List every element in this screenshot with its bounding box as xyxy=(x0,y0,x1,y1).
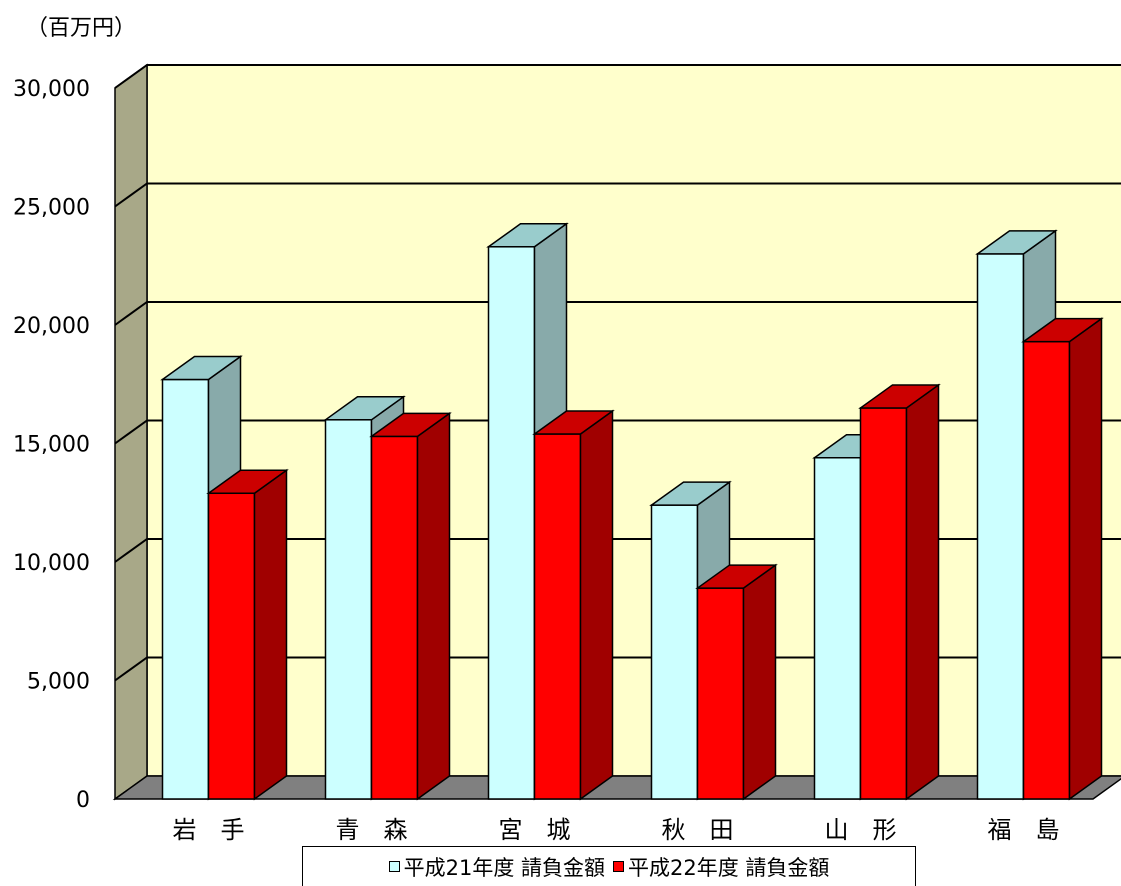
bar-side-2-4 xyxy=(742,563,777,801)
bar-top-2-4 xyxy=(695,564,778,589)
gridline-1 xyxy=(114,656,1121,682)
legend: 平成21年度 請負金額 平成22年度 請負金額 xyxy=(302,846,916,886)
gridline-4 xyxy=(114,301,1121,326)
y-tick-label-1: 5,000 xyxy=(27,670,90,695)
bar-side-2-2 xyxy=(416,411,451,801)
legend-swatch-series-1 xyxy=(388,861,400,872)
legend-label-series-1: 平成21年度 請負金額 xyxy=(403,855,605,880)
y-tick-label-4: 20,000 xyxy=(13,314,90,339)
bar-2-3 xyxy=(532,409,615,801)
bar-top-1-1 xyxy=(160,355,243,381)
legend-item-series-1: 平成21年度 請負金額 xyxy=(388,852,605,882)
bar-front-2-5 xyxy=(859,407,908,800)
bar-top-2-1 xyxy=(206,469,289,495)
bar-side-2-5 xyxy=(905,383,940,801)
bar-front-1-4 xyxy=(650,504,699,800)
bar-front-1-1 xyxy=(161,378,210,800)
bar-2-1 xyxy=(206,468,289,801)
bar-front-2-1 xyxy=(207,492,256,800)
bar-front-1-3 xyxy=(487,246,536,800)
gridline-3 xyxy=(114,419,1121,445)
bar-top-1-6 xyxy=(975,230,1058,255)
bar-front-1-2 xyxy=(324,419,373,800)
legend-item-series-2: 平成22年度 請負金額 xyxy=(613,852,829,882)
bar-2-2 xyxy=(369,411,452,801)
bar-2-6 xyxy=(1021,317,1104,801)
bar-top-2-3 xyxy=(532,410,615,435)
y-tick-label-6: 30,000 xyxy=(13,77,90,102)
x-tick-label-4: 秋 田 xyxy=(662,816,734,844)
bar-front-2-3 xyxy=(533,433,582,800)
bar-front-1-5 xyxy=(813,456,862,800)
bar-chart: 0 5,000 10,000 15,000 20,000 25,000 30,000 岩 手… xyxy=(13,63,1121,844)
bar-side-2-6 xyxy=(1068,317,1103,801)
bar-top-2-5 xyxy=(858,384,941,409)
bar-2-5 xyxy=(858,383,941,801)
x-tick-label-2: 青 森 xyxy=(336,816,408,844)
bars xyxy=(160,222,1104,801)
bar-front-1-6 xyxy=(976,253,1025,800)
bar-top-1-4 xyxy=(649,481,732,506)
bar-side-2-1 xyxy=(253,468,288,801)
x-tick-label-1: 岩 手 xyxy=(173,816,245,844)
bar-2-4 xyxy=(695,563,778,801)
bar-front-2-6 xyxy=(1022,340,1071,800)
y-tick-label-0: 0 xyxy=(76,788,90,813)
gridline-6 xyxy=(114,64,1121,89)
y-tick-label-2: 10,000 xyxy=(13,551,90,576)
gridline-5 xyxy=(114,182,1121,208)
bar-top-1-2 xyxy=(323,396,406,421)
x-tick-labels: 岩 手青 森宮 城秋 田山 形福 島 xyxy=(173,816,1060,844)
x-tick-label-5: 山 形 xyxy=(825,816,897,844)
x-tick-label-3: 宮 城 xyxy=(499,816,571,844)
unit-label: （百万円） xyxy=(26,16,137,41)
bar-top-1-3 xyxy=(486,223,569,248)
gridline-2 xyxy=(114,538,1121,563)
y-tick-labels: 0 5,000 10,000 15,000 20,000 25,000 30,000 xyxy=(13,77,90,813)
bar-top-2-2 xyxy=(369,412,452,438)
bar-front-2-2 xyxy=(370,435,419,800)
x-tick-label-6: 福 島 xyxy=(988,816,1060,844)
bar-top-2-6 xyxy=(1021,317,1104,343)
gridlines xyxy=(114,64,1121,682)
y-tick-label-5: 25,000 xyxy=(13,196,90,221)
bar-side-2-3 xyxy=(579,409,614,801)
legend-label-series-2: 平成22年度 請負金額 xyxy=(628,855,830,880)
y-tick-label-3: 15,000 xyxy=(13,433,90,458)
bar-front-2-4 xyxy=(696,587,745,800)
legend-swatch-series-2 xyxy=(613,861,624,872)
